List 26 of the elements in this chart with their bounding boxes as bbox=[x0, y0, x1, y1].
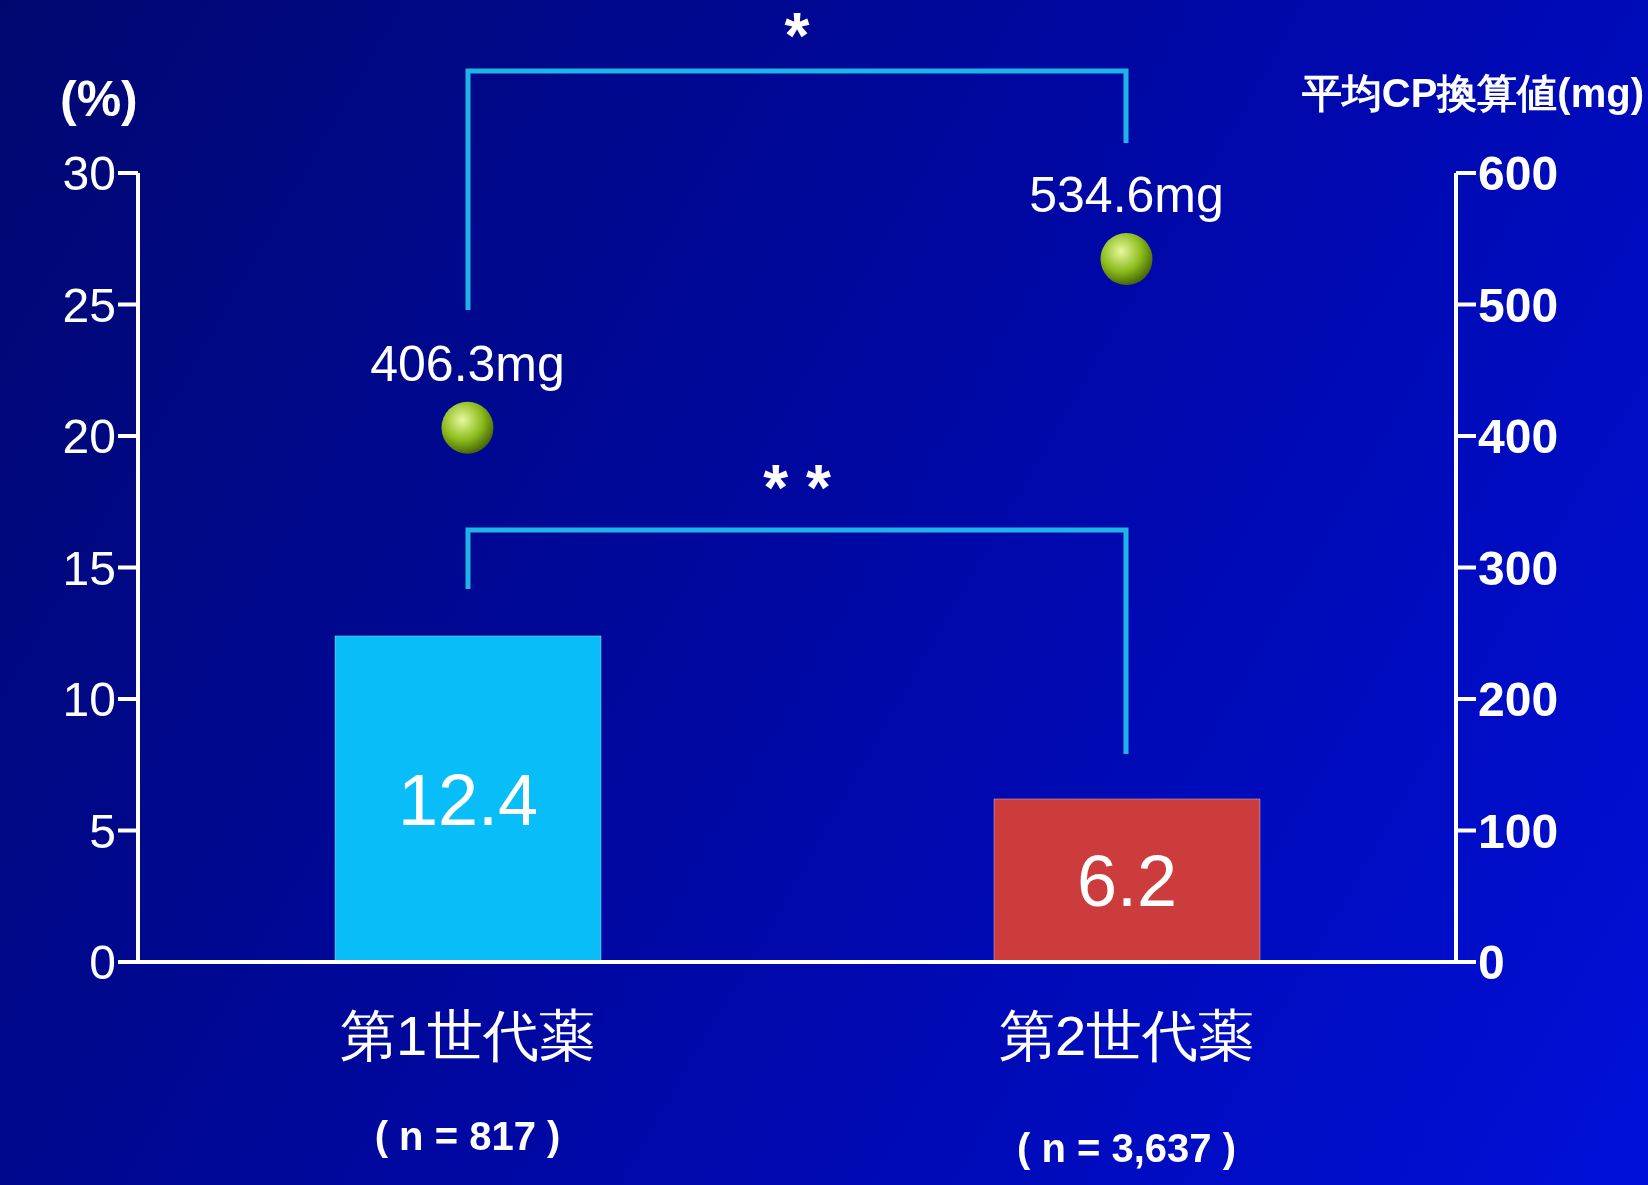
y-tick-label: 25 bbox=[62, 278, 116, 332]
y-tick-label: 5 bbox=[89, 804, 116, 858]
text: * bbox=[784, 0, 810, 72]
text: ( n = 3,637 ) bbox=[1017, 1126, 1236, 1170]
y2-tick-label: 100 bbox=[1478, 804, 1559, 858]
y2-tick-label: 400 bbox=[1478, 410, 1559, 464]
y2-tick-label: 0 bbox=[1478, 936, 1505, 990]
data-label: 406.3mg bbox=[370, 336, 565, 393]
y2-tick-label: 300 bbox=[1478, 541, 1559, 595]
x-tick-label: 第1世代薬 bbox=[339, 1004, 596, 1067]
y2-axis-title: 平均CP換算値(mg) bbox=[1301, 70, 1644, 117]
x-tick-label: 第2世代薬 bbox=[998, 1004, 1255, 1067]
y-tick-label: 10 bbox=[62, 673, 116, 727]
y2-tick-label: 200 bbox=[1478, 673, 1559, 727]
y-axis-title: (%) bbox=[60, 70, 138, 128]
y-tick-label: 30 bbox=[62, 147, 116, 201]
data-label: 534.6mg bbox=[1029, 167, 1224, 224]
text: ( n = 817 ) bbox=[374, 1114, 561, 1158]
y-tick-label: 20 bbox=[62, 410, 116, 464]
data-label: 6.2 bbox=[1076, 841, 1178, 922]
y-tick-label: 15 bbox=[62, 541, 116, 595]
data-label: 12.4 bbox=[397, 759, 539, 840]
y2-tick-label: 500 bbox=[1478, 278, 1559, 332]
y2-tick-label: 600 bbox=[1478, 147, 1559, 201]
annotation: * * bbox=[763, 452, 831, 524]
y-tick-label: 0 bbox=[89, 936, 116, 990]
